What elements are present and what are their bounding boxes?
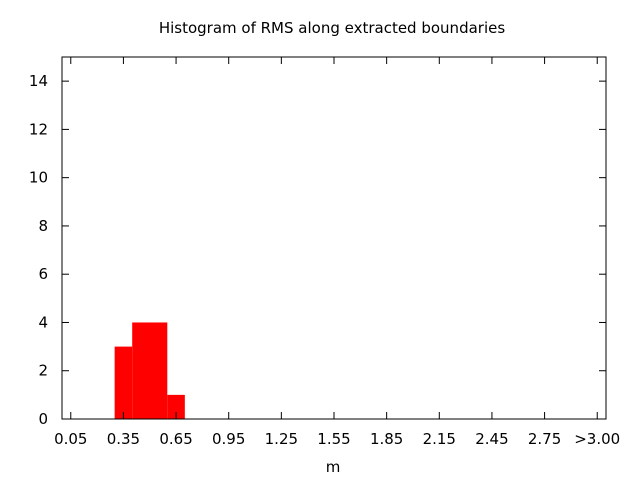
y-axis: 0 2 4 6 8 10 12 14 bbox=[29, 72, 606, 428]
y-tick-label: 8 bbox=[38, 217, 48, 235]
x-axis-label: m bbox=[326, 458, 341, 476]
y-tick-label: 6 bbox=[38, 265, 48, 283]
x-tick-label: 1.25 bbox=[265, 430, 298, 448]
y-tick-label: 4 bbox=[38, 313, 48, 331]
histogram-bar-1 bbox=[132, 322, 168, 419]
x-tick-label: 2.45 bbox=[475, 430, 508, 448]
x-tick-label: 0.65 bbox=[159, 430, 192, 448]
x-tick-label: >3.00 bbox=[574, 430, 620, 448]
x-axis: 0.05 0.35 0.65 0.95 1.25 1.55 1.85 2.15 2.45 2.75… bbox=[54, 57, 620, 448]
histogram-bar-2 bbox=[167, 394, 185, 419]
y-tick-label: 12 bbox=[29, 120, 48, 138]
x-tick-label: 1.85 bbox=[370, 430, 403, 448]
x-tick-label: 0.35 bbox=[107, 430, 140, 448]
x-tick-label: 0.95 bbox=[212, 430, 245, 448]
y-tick-label: 2 bbox=[38, 362, 48, 380]
x-tick-label: 2.75 bbox=[528, 430, 561, 448]
x-tick-label: 1.55 bbox=[317, 430, 350, 448]
x-tick-label: 2.15 bbox=[423, 430, 456, 448]
histogram-bar-0 bbox=[114, 346, 133, 419]
bars-group bbox=[114, 322, 185, 419]
y-tick-label: 14 bbox=[29, 72, 48, 90]
x-tick-label: 0.05 bbox=[54, 430, 87, 448]
y-tick-label: 10 bbox=[29, 169, 48, 187]
chart-title: Histogram of RMS along extracted boundar… bbox=[159, 19, 506, 37]
y-tick-label: 0 bbox=[38, 410, 48, 428]
